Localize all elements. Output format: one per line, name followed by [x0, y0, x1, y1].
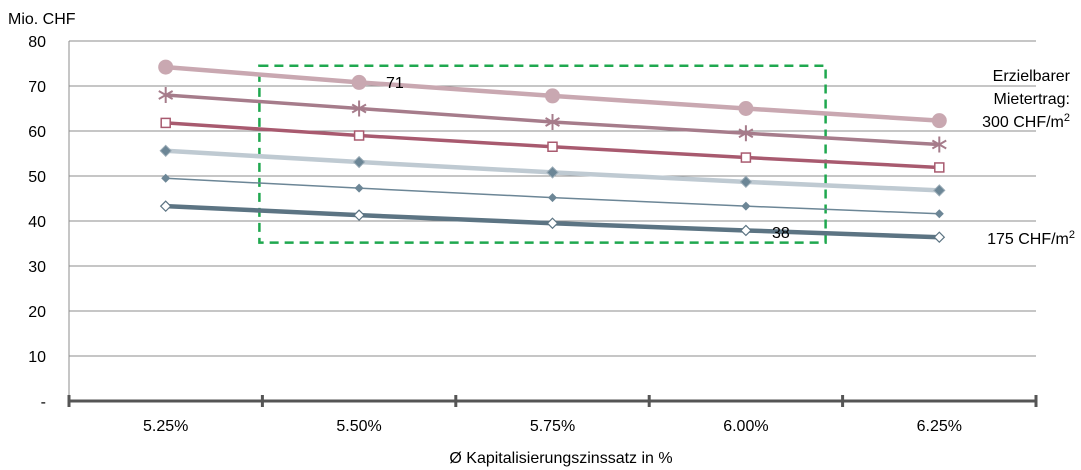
series-4-point-0: [161, 173, 171, 183]
annotation-top-line-3-text: 300 CHF/m: [982, 114, 1064, 131]
series-2-point-2: [547, 141, 558, 152]
series-5-point-4: [933, 231, 946, 244]
x-tick-labels: 5.25% 5.50% 5.75% 6.00% 6.25%: [143, 418, 962, 435]
x-tick-label-1: 5.50%: [336, 418, 381, 435]
series-2: [160, 117, 945, 173]
annotation-bottom-label-text: 175 CHF/m: [987, 231, 1069, 248]
y-tick-label-70: 70: [28, 79, 46, 96]
series-0-point-3: [738, 101, 754, 116]
series-3-point-2: [546, 166, 559, 179]
series-group: [158, 59, 947, 244]
annotation-top-line-1: Erzielbarer: [993, 68, 1071, 85]
series-0-point-0: [158, 59, 174, 75]
series-3-point-1: [352, 155, 366, 169]
series-5-point-2: [546, 217, 559, 230]
x-tick-label-2: 5.75%: [530, 418, 575, 435]
series-0-point-2: [545, 88, 560, 104]
series-1-point-4-stroke-2: [931, 139, 947, 150]
series-0-point-4: [931, 113, 947, 129]
annotation-bottom-label-sup: 2: [1069, 229, 1075, 241]
series-3-point-0: [159, 144, 172, 158]
annotation-top-line-3-sup: 2: [1064, 112, 1070, 124]
y-tick-label-30: 30: [28, 259, 46, 276]
x-axis: [67, 395, 1038, 407]
y-tick-labels: - 10 20 30 40 50 60 70 80: [28, 34, 46, 411]
series-1: [158, 87, 947, 153]
y-axis-title: Mio. CHF: [8, 11, 76, 28]
series-3-point-4: [933, 184, 946, 197]
series-5-point-3: [740, 224, 752, 237]
series-2-point-3: [740, 152, 752, 163]
series-2-point-0: [160, 117, 171, 129]
series-3: [159, 144, 946, 197]
y-tick-label-60: 60: [28, 124, 46, 141]
y-tick-label-10: 10: [28, 349, 46, 366]
y-tick-label-80: 80: [28, 34, 46, 51]
y-tick-label-50: 50: [28, 169, 46, 186]
series-5-point-0: [159, 200, 172, 212]
series-1-point-0: [158, 87, 174, 103]
x-tick-label-0: 5.25%: [143, 418, 188, 435]
series-4-point-4: [934, 209, 944, 219]
series-1-point-2: [545, 114, 560, 130]
series-1-point-1-stroke-2: [351, 103, 367, 114]
series-1-point-1: [351, 100, 367, 117]
x-tick-label-4: 6.25%: [917, 418, 962, 435]
series-1-point-0-stroke-2: [158, 90, 174, 100]
series-3-point-3: [739, 175, 753, 189]
data-label-38: 38: [772, 225, 790, 242]
series-5: [159, 200, 946, 244]
x-axis-title: Ø Kapitalisierungszinssatz in %: [449, 450, 672, 467]
series-1-point-3: [738, 125, 754, 142]
series-4-point-1: [354, 183, 364, 193]
series-0: [158, 59, 947, 129]
y-tick-label-20: 20: [28, 304, 46, 321]
series-2-point-4: [934, 162, 945, 173]
annotation-top-label: Erzielbarer Mietertrag: 300 CHF/m2: [982, 68, 1071, 131]
x-tick-label-3: 6.00%: [723, 418, 768, 435]
annotation-top-line-2: Mietertrag:: [994, 91, 1070, 108]
series-1-point-2-stroke-2: [545, 117, 560, 127]
y-tick-label-0: -: [41, 394, 46, 411]
annotation-bottom-label: 175 CHF/m2: [987, 229, 1075, 248]
series-0-point-1: [351, 74, 367, 90]
series-1-point-4: [931, 136, 947, 153]
data-label-71: 71: [386, 75, 404, 92]
series-5-point-1: [353, 209, 365, 221]
series-4-point-3: [741, 201, 751, 211]
series-4: [161, 173, 944, 219]
series-4-point-2: [548, 193, 557, 203]
annotation-top-line-3: 300 CHF/m2: [982, 112, 1070, 131]
y-tick-label-40: 40: [28, 214, 46, 231]
series-1-point-3-stroke-2: [738, 128, 754, 139]
series-2-point-1: [353, 130, 365, 141]
